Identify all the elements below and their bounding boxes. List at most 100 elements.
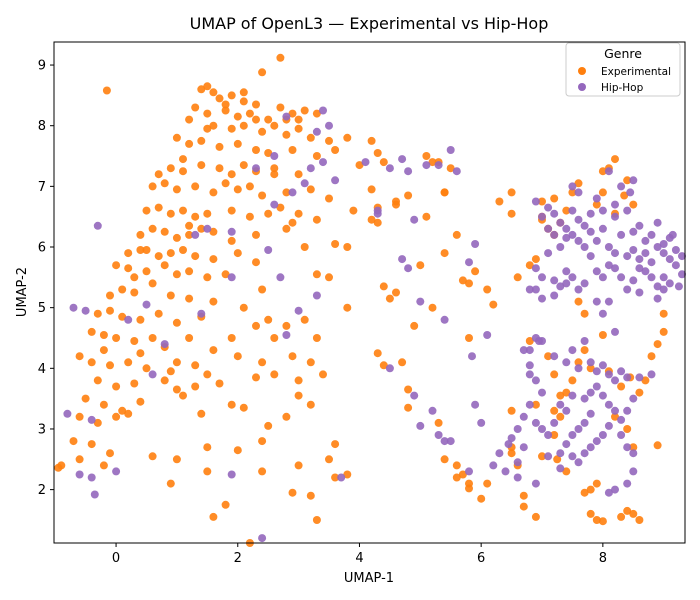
point-experimental	[416, 261, 425, 270]
point-experimental	[75, 352, 84, 361]
point-hip-hop	[635, 373, 644, 382]
point-hip-hop	[227, 273, 236, 282]
point-experimental	[331, 440, 340, 449]
point-experimental	[203, 273, 212, 282]
point-experimental	[647, 352, 656, 361]
point-experimental	[465, 334, 473, 342]
point-hip-hop	[385, 164, 394, 173]
point-experimental	[227, 400, 236, 409]
point-experimental	[185, 139, 194, 148]
point-hip-hop	[544, 452, 553, 461]
point-hip-hop	[270, 200, 279, 209]
point-experimental	[252, 100, 260, 109]
point-experimental	[233, 249, 242, 258]
point-hip-hop	[580, 449, 589, 458]
point-experimental	[179, 391, 187, 400]
point-hip-hop	[604, 261, 613, 270]
point-hip-hop	[87, 415, 96, 424]
legend-title: Genre	[604, 46, 642, 61]
point-experimental	[75, 455, 84, 464]
point-experimental	[641, 376, 650, 385]
point-experimental	[306, 185, 315, 194]
point-experimental	[142, 206, 151, 215]
point-hip-hop	[617, 415, 626, 424]
point-hip-hop	[416, 421, 425, 430]
point-hip-hop	[653, 218, 662, 227]
point-hip-hop	[611, 376, 619, 385]
point-experimental	[446, 164, 455, 173]
point-hip-hop	[160, 340, 169, 349]
point-experimental	[598, 517, 607, 526]
point-experimental	[112, 334, 121, 342]
point-experimental	[154, 309, 163, 318]
point-hip-hop	[422, 161, 431, 170]
point-experimental	[574, 179, 583, 188]
point-hip-hop	[410, 391, 419, 400]
point-experimental	[270, 334, 279, 342]
point-experimental	[519, 502, 528, 511]
point-experimental	[106, 449, 114, 458]
point-experimental	[124, 409, 133, 418]
point-experimental	[331, 473, 340, 482]
point-experimental	[513, 273, 522, 282]
point-experimental	[87, 440, 96, 449]
point-hip-hop	[623, 406, 632, 415]
point-experimental	[562, 467, 571, 476]
point-hip-hop	[659, 240, 668, 248]
point-experimental	[629, 509, 638, 518]
point-hip-hop	[270, 152, 279, 160]
point-hip-hop	[598, 309, 607, 318]
point-hip-hop	[671, 246, 680, 254]
point-hip-hop	[674, 282, 683, 291]
point-hip-hop	[592, 267, 601, 276]
point-hip-hop	[568, 431, 577, 439]
point-experimental	[410, 321, 419, 330]
point-experimental	[172, 133, 181, 142]
point-experimental	[185, 115, 194, 124]
point-experimental	[319, 370, 327, 379]
point-experimental	[556, 412, 565, 421]
point-experimental	[544, 352, 553, 361]
point-experimental	[148, 279, 157, 288]
point-experimental	[525, 337, 534, 345]
point-experimental	[233, 112, 242, 121]
point-experimental	[264, 421, 273, 430]
point-hip-hop	[495, 449, 504, 458]
point-experimental	[300, 243, 309, 251]
point-hip-hop	[373, 209, 382, 218]
point-hip-hop	[227, 227, 236, 236]
point-experimental	[258, 437, 267, 446]
point-experimental	[312, 516, 321, 524]
point-experimental	[574, 358, 583, 367]
point-hip-hop	[647, 230, 656, 239]
point-experimental	[471, 267, 480, 276]
y-tick-label: 7	[38, 180, 46, 195]
point-experimental	[118, 312, 127, 321]
point-hip-hop	[410, 215, 419, 224]
point-experimental	[160, 376, 169, 385]
y-axis-label: UMAP-2	[15, 267, 30, 317]
point-hip-hop	[611, 327, 619, 336]
point-hip-hop	[519, 346, 528, 355]
point-experimental	[264, 209, 273, 218]
point-experimental	[233, 139, 242, 148]
point-hip-hop	[538, 425, 546, 433]
point-hip-hop	[416, 297, 425, 306]
point-hip-hop	[525, 285, 534, 294]
point-hip-hop	[306, 164, 315, 173]
point-experimental	[300, 315, 309, 324]
point-experimental	[282, 188, 291, 197]
point-experimental	[215, 94, 224, 103]
point-hip-hop	[604, 421, 613, 430]
point-experimental	[392, 288, 400, 297]
point-hip-hop	[258, 534, 267, 543]
y-tick-label: 4	[38, 362, 46, 377]
point-hip-hop	[623, 373, 632, 382]
point-experimental	[154, 170, 163, 179]
point-experimental	[562, 206, 571, 215]
point-experimental	[99, 346, 108, 355]
point-experimental	[258, 285, 267, 294]
point-experimental	[221, 270, 230, 279]
point-hip-hop	[465, 258, 473, 267]
point-experimental	[507, 209, 516, 218]
